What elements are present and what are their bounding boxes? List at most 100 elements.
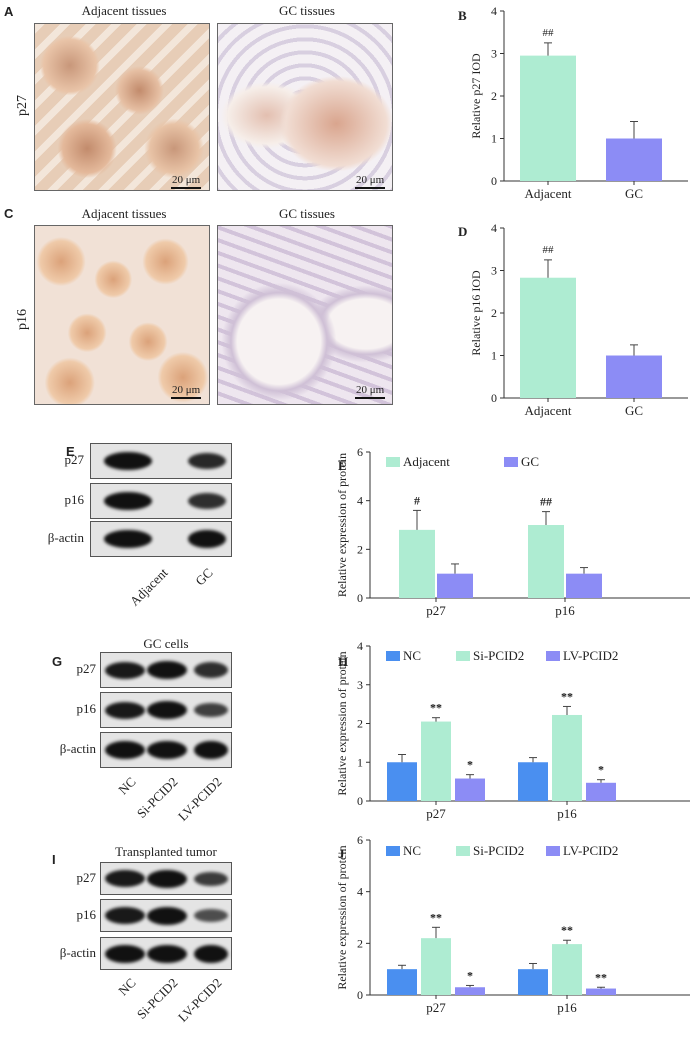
bar-h-1-1 (552, 714, 582, 801)
x-tick-label-d-0: Adjacent (525, 403, 572, 418)
y-axis-label-h: Relative expression of protein (335, 651, 349, 795)
significance-d-0: ## (543, 244, 555, 256)
y-axis-label-b: Relative p27 IOD (469, 53, 483, 139)
bar-d-0 (520, 277, 576, 398)
bar-d-1 (606, 355, 662, 398)
ihc-image-adjacent-p16 (34, 225, 210, 405)
wb-row-label-e-2: β-actin (47, 530, 84, 545)
legend-label-h-2: LV-PCID2 (563, 648, 618, 663)
wb-band-e-2-1 (188, 530, 226, 548)
bar-j-0-1 (421, 938, 451, 995)
legend-swatch-h-2 (546, 651, 560, 661)
x-tick-label-f-1: p16 (555, 603, 575, 618)
wb-band-i-0-1 (147, 869, 187, 888)
legend-label-h-0: NC (403, 648, 421, 663)
bar-f-0-1 (437, 573, 473, 598)
bar-j-0-0 (387, 969, 417, 995)
significance-f-1-0: ## (540, 495, 552, 509)
significance-h-1-2: * (598, 763, 604, 777)
significance-h-0-1: ** (430, 701, 442, 715)
wb-band-i-2-1 (147, 944, 187, 963)
wb-band-i-1-0 (105, 907, 145, 924)
panel-letter-i: I (52, 852, 56, 867)
wb-band-g-2-1 (147, 741, 187, 759)
legend-swatch-f-0 (386, 457, 400, 467)
y-tick-label-h-0: 0 (357, 794, 363, 808)
y-tick-label-b-0: 0 (491, 174, 497, 188)
y-tick-label-d-0: 0 (491, 391, 497, 405)
panel-letter-d: D (458, 224, 467, 239)
wb-band-e-1-1 (188, 493, 226, 509)
panel-letter-f: F (338, 458, 346, 473)
wb-row-label-g-1: p16 (76, 701, 97, 716)
wb-band-g-1-2 (194, 703, 228, 717)
wb-title-g: GC cells (143, 636, 189, 651)
micro-title-c-left: Adjacent tissues (81, 206, 167, 221)
y-tick-label-j-0: 0 (357, 988, 363, 1002)
bar-h-0-2 (455, 778, 485, 801)
wb-band-g-2-0 (105, 741, 145, 759)
scale-label-a-right: 20 μm (356, 174, 385, 186)
significance-j-1-2: ** (595, 970, 607, 984)
y-tick-label-b-1: 1 (491, 132, 497, 146)
significance-h-1-1: ** (561, 689, 573, 703)
wb-band-i-2-0 (105, 944, 145, 963)
legend-label-h-1: Si-PCID2 (473, 648, 524, 663)
legend-label-f-0: Adjacent (403, 454, 450, 469)
x-tick-label-h-0: p27 (426, 806, 446, 821)
wb-row-label-e-1: p16 (64, 492, 85, 507)
wb-band-e-0-1 (188, 453, 226, 469)
scale-bar-a-left (171, 187, 201, 189)
scale-label-a-left: 20 μm (172, 174, 201, 186)
wb-band-i-1-1 (147, 906, 187, 925)
wb-row-label-e-0: p27 (64, 452, 85, 467)
legend-swatch-j-1 (456, 846, 470, 856)
panel-letter-j: J (338, 846, 345, 861)
wb-band-i-2-2 (194, 944, 228, 963)
bar-b-1 (606, 138, 662, 181)
y-tick-label-d-3: 3 (491, 264, 497, 278)
bar-j-0-2 (455, 987, 485, 995)
bar-h-0-1 (421, 721, 451, 801)
bar-h-1-0 (518, 762, 548, 801)
y-tick-label-b-2: 2 (491, 89, 497, 103)
significance-h-0-2: * (467, 758, 473, 772)
y-tick-label-h-1: 1 (357, 755, 363, 769)
legend-label-j-2: LV-PCID2 (563, 843, 618, 858)
bar-h-1-2 (586, 782, 616, 801)
wb-band-g-0-1 (147, 661, 187, 679)
bar-j-1-2 (586, 988, 616, 995)
wb-row-label-i-1: p16 (76, 906, 97, 922)
panel-letter-c: C (4, 206, 14, 221)
legend-swatch-h-1 (456, 651, 470, 661)
y-tick-label-j-3: 6 (357, 833, 363, 847)
y-tick-label-j-2: 4 (357, 885, 363, 899)
scale-bar-c-right (355, 397, 385, 399)
wb-band-e-0-0 (104, 452, 152, 470)
wb-band-g-2-2 (194, 741, 228, 759)
legend-label-f-1: GC (521, 454, 539, 469)
legend-swatch-f-1 (504, 457, 518, 467)
wb-band-g-1-0 (105, 701, 145, 719)
y-tick-label-d-4: 4 (491, 221, 497, 235)
micro-title-a-left: Adjacent tissues (81, 3, 167, 18)
bar-f-1-1 (566, 573, 602, 598)
y-axis-label-d: Relative p16 IOD (469, 270, 483, 356)
wb-row-label-i-0: p27 (76, 869, 97, 885)
x-tick-label-b-1: GC (625, 186, 643, 201)
significance-j-0-1: ** (430, 910, 442, 924)
wb-band-g-1-1 (147, 701, 187, 719)
legend-label-j-0: NC (403, 843, 421, 858)
y-tick-label-h-3: 3 (357, 678, 363, 692)
y-axis-label-f: Relative expression of protein (335, 453, 349, 597)
significance-j-0-2: * (467, 968, 473, 982)
ihc-image-adjacent-p27 (34, 23, 210, 191)
wb-title-i: Transplanted tumor (115, 844, 217, 859)
bar-f-1-0 (528, 525, 564, 598)
y-tick-label-b-4: 4 (491, 4, 497, 18)
y-tick-label-f-0: 0 (357, 591, 363, 605)
y-tick-label-j-1: 2 (357, 936, 363, 950)
x-tick-label-h-1: p16 (557, 806, 577, 821)
wb-row-label-g-0: p27 (76, 661, 97, 676)
